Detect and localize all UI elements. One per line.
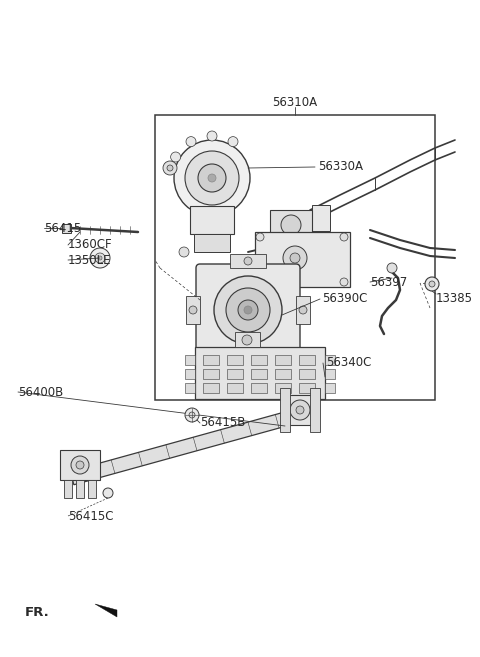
Text: 56330A: 56330A xyxy=(318,160,363,173)
Text: 1360CF: 1360CF xyxy=(68,238,113,252)
Circle shape xyxy=(244,257,252,265)
Circle shape xyxy=(425,277,439,291)
Circle shape xyxy=(238,300,258,320)
Circle shape xyxy=(179,247,189,257)
Bar xyxy=(203,369,219,379)
Circle shape xyxy=(256,233,264,241)
Bar xyxy=(251,355,267,365)
Bar xyxy=(186,296,200,324)
Circle shape xyxy=(244,306,252,314)
Text: 1350LE: 1350LE xyxy=(68,254,111,267)
Bar xyxy=(60,450,100,480)
Circle shape xyxy=(290,253,300,263)
Polygon shape xyxy=(70,408,302,485)
Bar xyxy=(155,115,435,400)
Bar xyxy=(194,234,230,252)
Circle shape xyxy=(208,174,216,182)
Bar xyxy=(255,232,350,287)
Circle shape xyxy=(71,456,89,474)
Bar xyxy=(185,355,195,365)
Circle shape xyxy=(290,400,310,420)
Text: 56415B: 56415B xyxy=(200,417,245,430)
Text: 56415: 56415 xyxy=(44,221,81,235)
Circle shape xyxy=(283,246,307,270)
Bar xyxy=(203,383,219,393)
Circle shape xyxy=(226,288,270,332)
Bar xyxy=(310,388,320,432)
Circle shape xyxy=(95,253,105,263)
Text: 56310A: 56310A xyxy=(273,97,318,110)
Bar xyxy=(88,480,96,498)
Circle shape xyxy=(186,137,196,147)
Bar xyxy=(312,205,330,231)
Text: 56390C: 56390C xyxy=(322,292,367,306)
Bar xyxy=(299,355,315,365)
Circle shape xyxy=(242,335,252,345)
Bar xyxy=(296,296,310,324)
Bar xyxy=(325,369,335,379)
Circle shape xyxy=(185,408,199,422)
Bar xyxy=(235,332,260,347)
Circle shape xyxy=(189,412,195,418)
Circle shape xyxy=(340,233,348,241)
Bar xyxy=(251,369,267,379)
Bar xyxy=(275,369,291,379)
Circle shape xyxy=(214,276,282,344)
Bar xyxy=(230,254,266,268)
Circle shape xyxy=(256,278,264,286)
Bar xyxy=(185,383,195,393)
Circle shape xyxy=(167,165,173,171)
Circle shape xyxy=(90,248,110,268)
Circle shape xyxy=(299,306,307,314)
Bar xyxy=(251,383,267,393)
Bar xyxy=(227,355,243,365)
Circle shape xyxy=(429,281,435,287)
Text: 56340C: 56340C xyxy=(326,357,372,369)
Bar xyxy=(282,395,318,425)
Circle shape xyxy=(340,278,348,286)
Circle shape xyxy=(244,355,252,363)
Text: 13385: 13385 xyxy=(436,292,473,304)
Polygon shape xyxy=(95,604,117,617)
Circle shape xyxy=(103,488,113,498)
Bar xyxy=(185,369,195,379)
Circle shape xyxy=(170,152,180,162)
Circle shape xyxy=(207,131,217,141)
Bar xyxy=(76,480,84,498)
Text: FR.: FR. xyxy=(25,606,50,618)
Text: 56415C: 56415C xyxy=(68,509,113,522)
Circle shape xyxy=(387,263,397,273)
Text: 56397: 56397 xyxy=(370,275,407,288)
Circle shape xyxy=(76,461,84,469)
Bar xyxy=(227,369,243,379)
Bar xyxy=(325,355,335,365)
Circle shape xyxy=(198,164,226,192)
Bar xyxy=(275,355,291,365)
Bar xyxy=(190,206,234,234)
Circle shape xyxy=(228,137,238,147)
Circle shape xyxy=(163,161,177,175)
Circle shape xyxy=(296,406,304,414)
Circle shape xyxy=(281,215,301,235)
Text: 56400B: 56400B xyxy=(18,386,63,399)
Circle shape xyxy=(98,256,102,260)
Bar xyxy=(299,369,315,379)
Bar xyxy=(325,383,335,393)
Bar xyxy=(230,352,266,366)
FancyBboxPatch shape xyxy=(196,264,300,356)
Bar xyxy=(299,383,315,393)
Bar xyxy=(64,480,72,498)
Circle shape xyxy=(189,306,197,314)
Bar xyxy=(280,388,290,432)
Bar xyxy=(270,210,312,240)
Circle shape xyxy=(185,151,239,205)
Bar xyxy=(275,383,291,393)
Bar xyxy=(195,347,325,399)
Circle shape xyxy=(174,140,250,216)
Bar xyxy=(62,224,71,233)
Bar xyxy=(227,383,243,393)
Bar xyxy=(203,355,219,365)
